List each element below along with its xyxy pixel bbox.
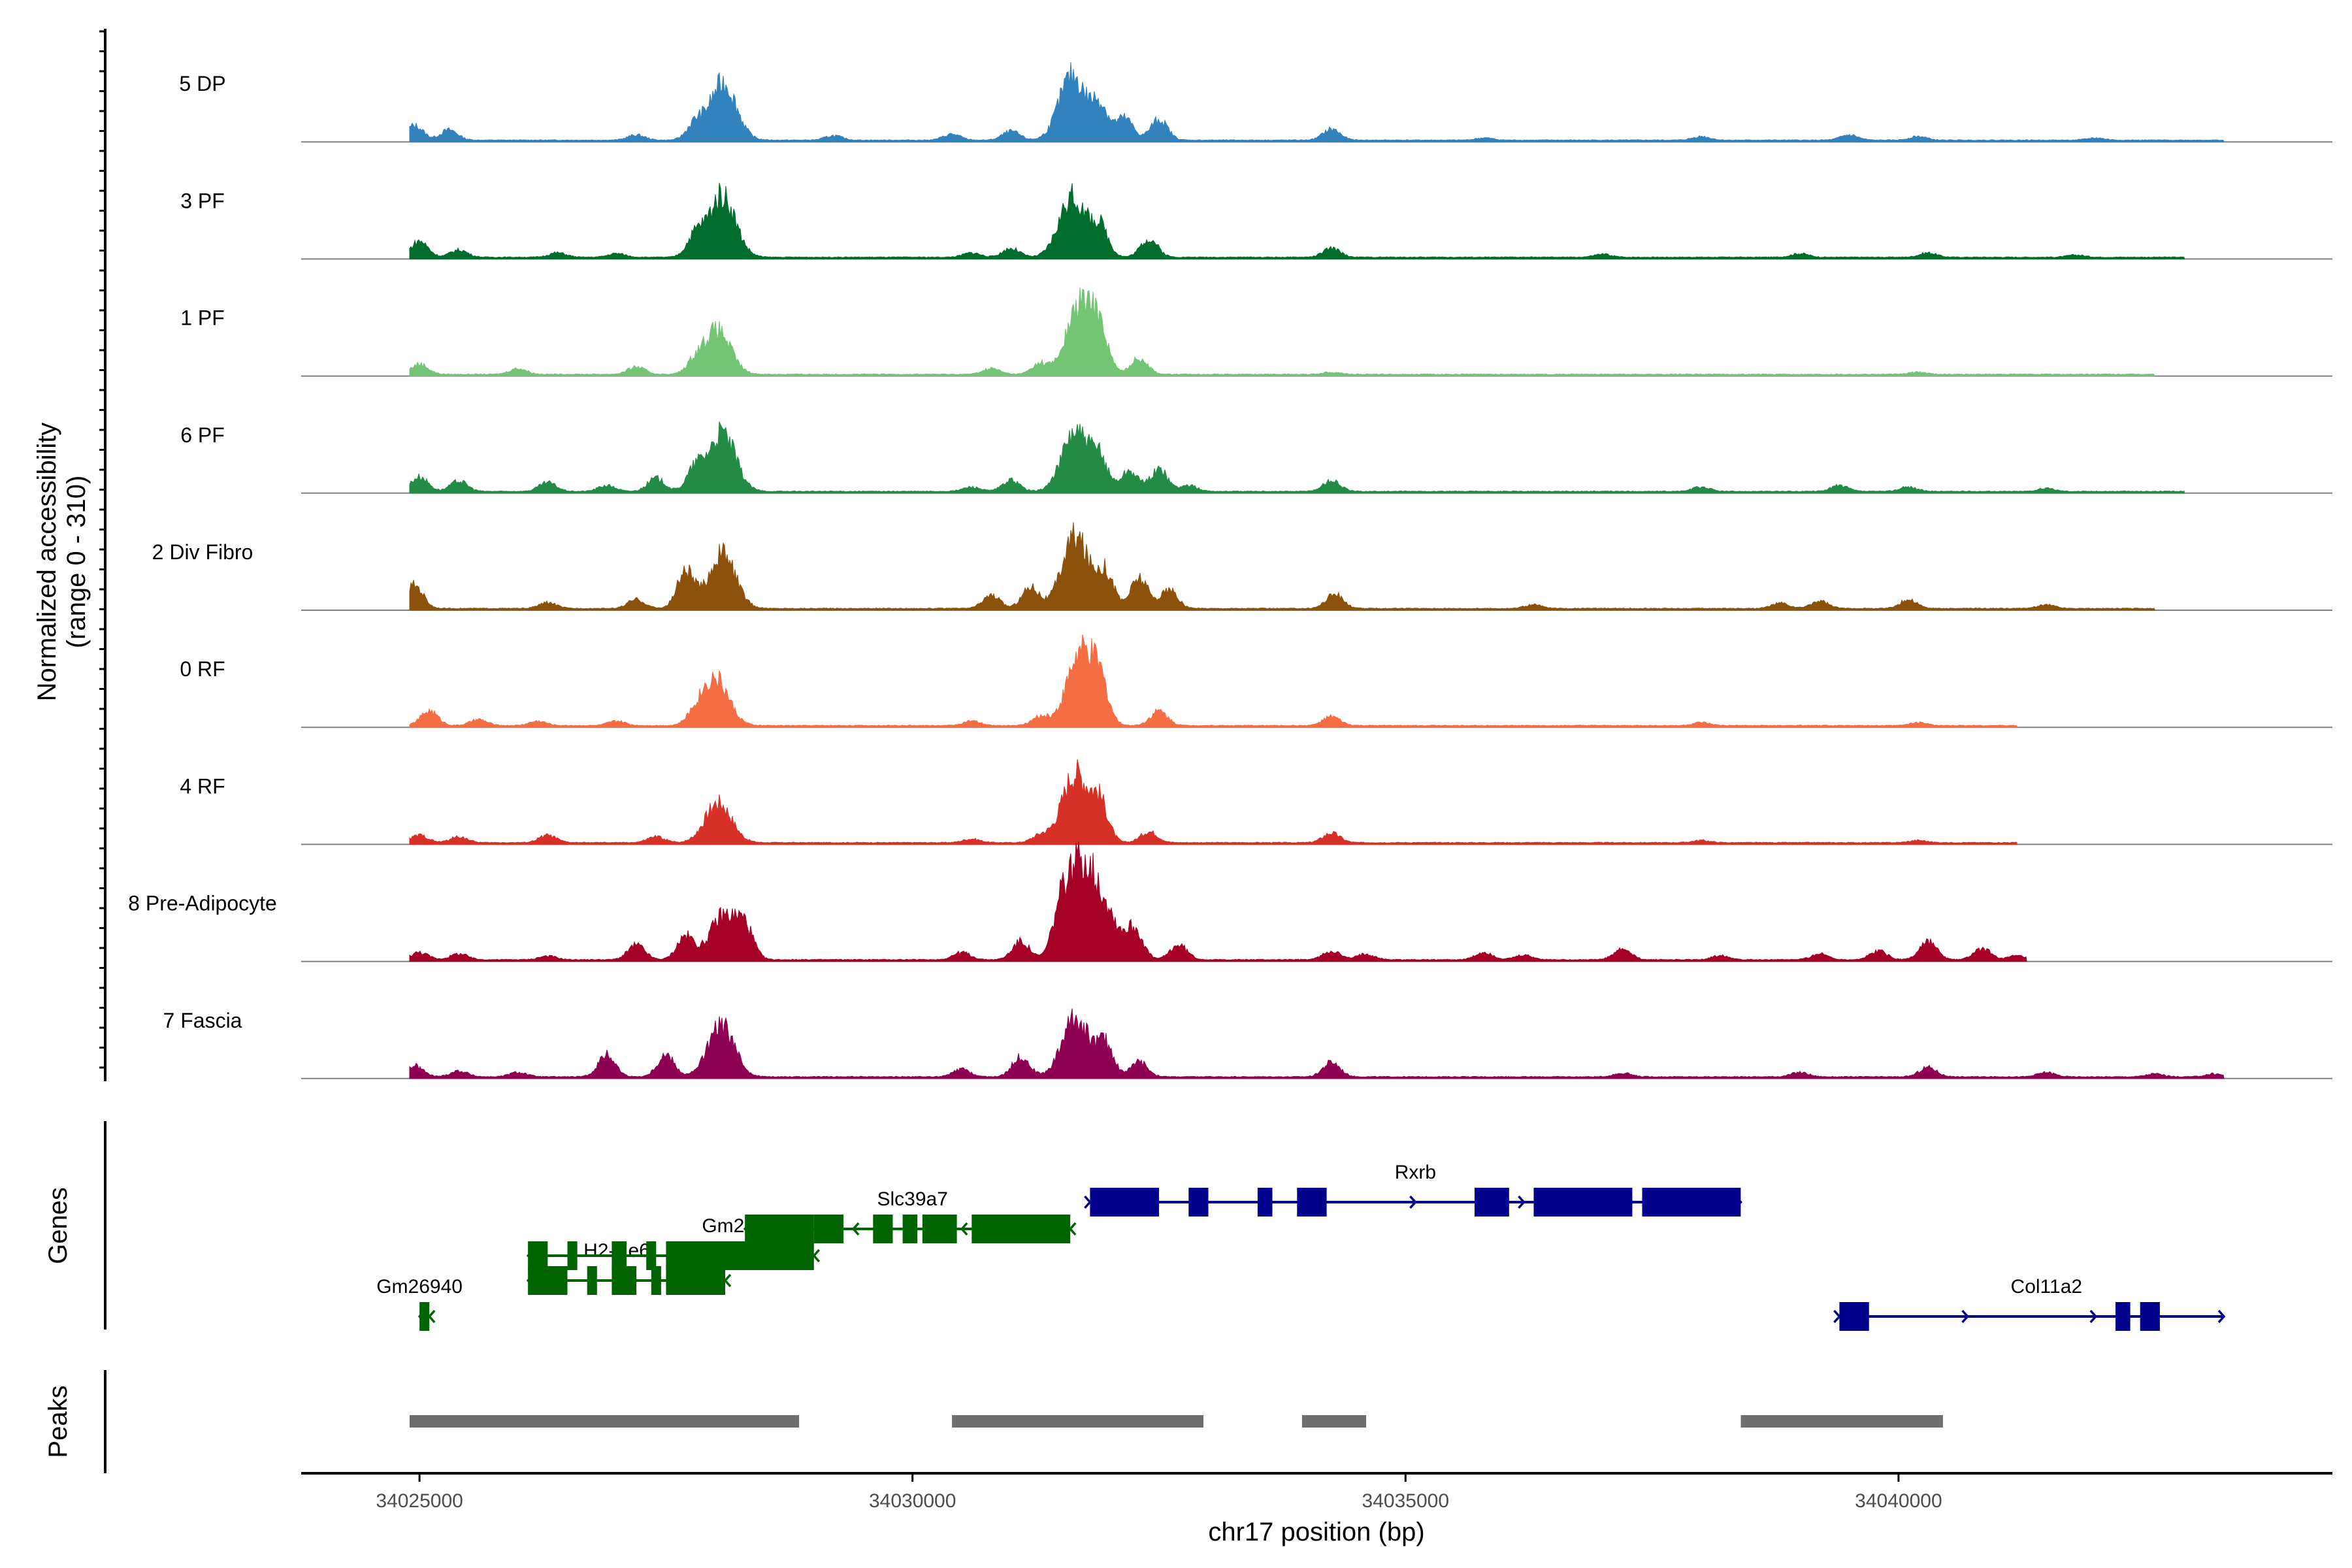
gene-exon xyxy=(2140,1302,2160,1331)
track-label: 3 PF xyxy=(180,189,225,212)
gene-exon xyxy=(922,1215,957,1243)
x-axis-title: chr17 position (bp) xyxy=(1208,1518,1424,1546)
track-5-dp: 5 DP xyxy=(179,62,2332,143)
x-tick-label: 34025000 xyxy=(376,1490,463,1512)
track-area xyxy=(409,1008,2225,1079)
track-label: 1 PF xyxy=(180,306,225,330)
genes-panel-label: Genes xyxy=(44,1187,73,1264)
gene-label: Rxrb xyxy=(1395,1162,1436,1183)
track-area xyxy=(409,421,2185,494)
gene-exon xyxy=(745,1215,814,1243)
gene-exon xyxy=(2115,1302,2131,1331)
gene-exon xyxy=(1839,1302,1869,1331)
gene-exon xyxy=(567,1241,578,1270)
gene-exon xyxy=(745,1241,814,1270)
gene-exon xyxy=(666,1241,755,1270)
gene-slc39a7: Slc39a7 xyxy=(743,1188,1077,1243)
strand-arrow xyxy=(851,1222,860,1236)
y-axis-title-line2: (range 0 - 310) xyxy=(62,476,91,649)
track-area xyxy=(409,182,2185,259)
gene-exon xyxy=(528,1241,548,1270)
gene-exon xyxy=(813,1215,844,1243)
gene-gm26940: Gm26940 xyxy=(376,1276,463,1331)
strand-arrow xyxy=(2089,1309,2098,1324)
track-label: 2 Div Fibro xyxy=(152,540,253,564)
gene-exon xyxy=(612,1241,627,1270)
track-area xyxy=(409,287,2156,377)
track-8-pre-adipocyte: 8 Pre-Adipocyte xyxy=(128,841,2332,962)
gene-exon xyxy=(1090,1188,1159,1217)
strand-arrow xyxy=(1518,1195,1526,1209)
strand-arrow xyxy=(427,1309,436,1324)
strand-arrow xyxy=(1068,1222,1077,1236)
gene-exon xyxy=(1188,1188,1209,1217)
gene-exon xyxy=(419,1302,430,1331)
x-tick-label: 34035000 xyxy=(1362,1490,1449,1512)
track-area xyxy=(409,841,2027,962)
track-label: 5 DP xyxy=(179,72,225,95)
gene-exon xyxy=(587,1266,597,1295)
x-axis-ticks: 34025000 34030000 34035000 34040000 xyxy=(376,1473,1942,1512)
gene-rxrb: Rxrb xyxy=(1084,1162,1742,1217)
strand-arrow xyxy=(1833,1309,1841,1324)
gene-exon xyxy=(666,1266,725,1295)
gene-exon xyxy=(528,1266,568,1295)
gene-exon xyxy=(1257,1188,1273,1217)
strand-arrow xyxy=(723,1273,732,1288)
gene-exon xyxy=(1533,1188,1633,1217)
strand-arrow xyxy=(812,1249,821,1263)
gene-exon xyxy=(1475,1188,1509,1217)
y-axis-title: Normalized accessibility (range 0 - 310) xyxy=(33,423,91,702)
peak-region-bar xyxy=(410,1415,800,1428)
strand-arrow xyxy=(1084,1195,1092,1209)
coverage-tracks: 5 DP 3 PF 1 PF 6 PF 2 Div Fibro 0 RF 4 RF 8 Pre… xyxy=(128,62,2332,1079)
track-label: 0 RF xyxy=(180,657,225,681)
x-tick-label: 34040000 xyxy=(1855,1490,1942,1512)
track-area xyxy=(409,634,2017,728)
gene-label: Slc39a7 xyxy=(877,1188,947,1210)
genes-panel: Gm26940H2-Ke6Gm20427Slc39a7RxrbCol11a2 xyxy=(376,1162,2226,1331)
track-1-pf: 1 PF xyxy=(180,287,2332,377)
gene-exon xyxy=(902,1215,918,1243)
gene-label: Col11a2 xyxy=(2011,1276,2083,1298)
track-area xyxy=(409,522,2156,611)
track-7-fascia: 7 Fascia xyxy=(163,1008,2332,1079)
gene-exon xyxy=(1642,1188,1741,1217)
strand-arrow xyxy=(2217,1309,2226,1324)
peak-region-bar xyxy=(1301,1415,1366,1428)
peaks-panel xyxy=(410,1415,1943,1428)
gene-exon xyxy=(873,1215,893,1243)
y-axis-title-line1: Normalized accessibility xyxy=(33,423,61,702)
track-area xyxy=(409,62,2225,142)
track-area xyxy=(409,759,2017,845)
track-3-pf: 3 PF xyxy=(180,182,2332,260)
strand-arrow xyxy=(960,1222,968,1236)
track-4-rf: 4 RF xyxy=(180,759,2332,845)
x-tick-label: 34030000 xyxy=(869,1490,956,1512)
gene-exon xyxy=(1011,1215,1071,1243)
gene-h2-ke6: H2-Ke6 xyxy=(526,1240,732,1295)
track-label: 4 RF xyxy=(180,774,225,798)
gene-exon xyxy=(1297,1188,1327,1217)
track-2-div-fibro: 2 Div Fibro xyxy=(152,522,2332,611)
gene-exon xyxy=(651,1266,661,1295)
gene-label: Gm26940 xyxy=(376,1276,463,1298)
track-label: 7 Fascia xyxy=(163,1009,242,1032)
gene-col11a2: Col11a2 xyxy=(1833,1276,2226,1331)
track-label: 8 Pre-Adipocyte xyxy=(128,892,277,915)
coverage-y-axis-ticks xyxy=(99,30,105,1069)
track-label: 6 PF xyxy=(180,423,225,447)
strand-arrow xyxy=(1961,1309,1969,1324)
peaks-panel-label: Peaks xyxy=(44,1385,73,1458)
peak-region-bar xyxy=(1740,1415,1943,1428)
strand-arrow xyxy=(1409,1195,1417,1209)
gene-exon xyxy=(646,1241,657,1270)
track-6-pf: 6 PF xyxy=(180,421,2332,494)
peak-region-bar xyxy=(952,1415,1203,1428)
track-0-rf: 0 RF xyxy=(180,634,2332,728)
gene-exon xyxy=(612,1266,637,1295)
